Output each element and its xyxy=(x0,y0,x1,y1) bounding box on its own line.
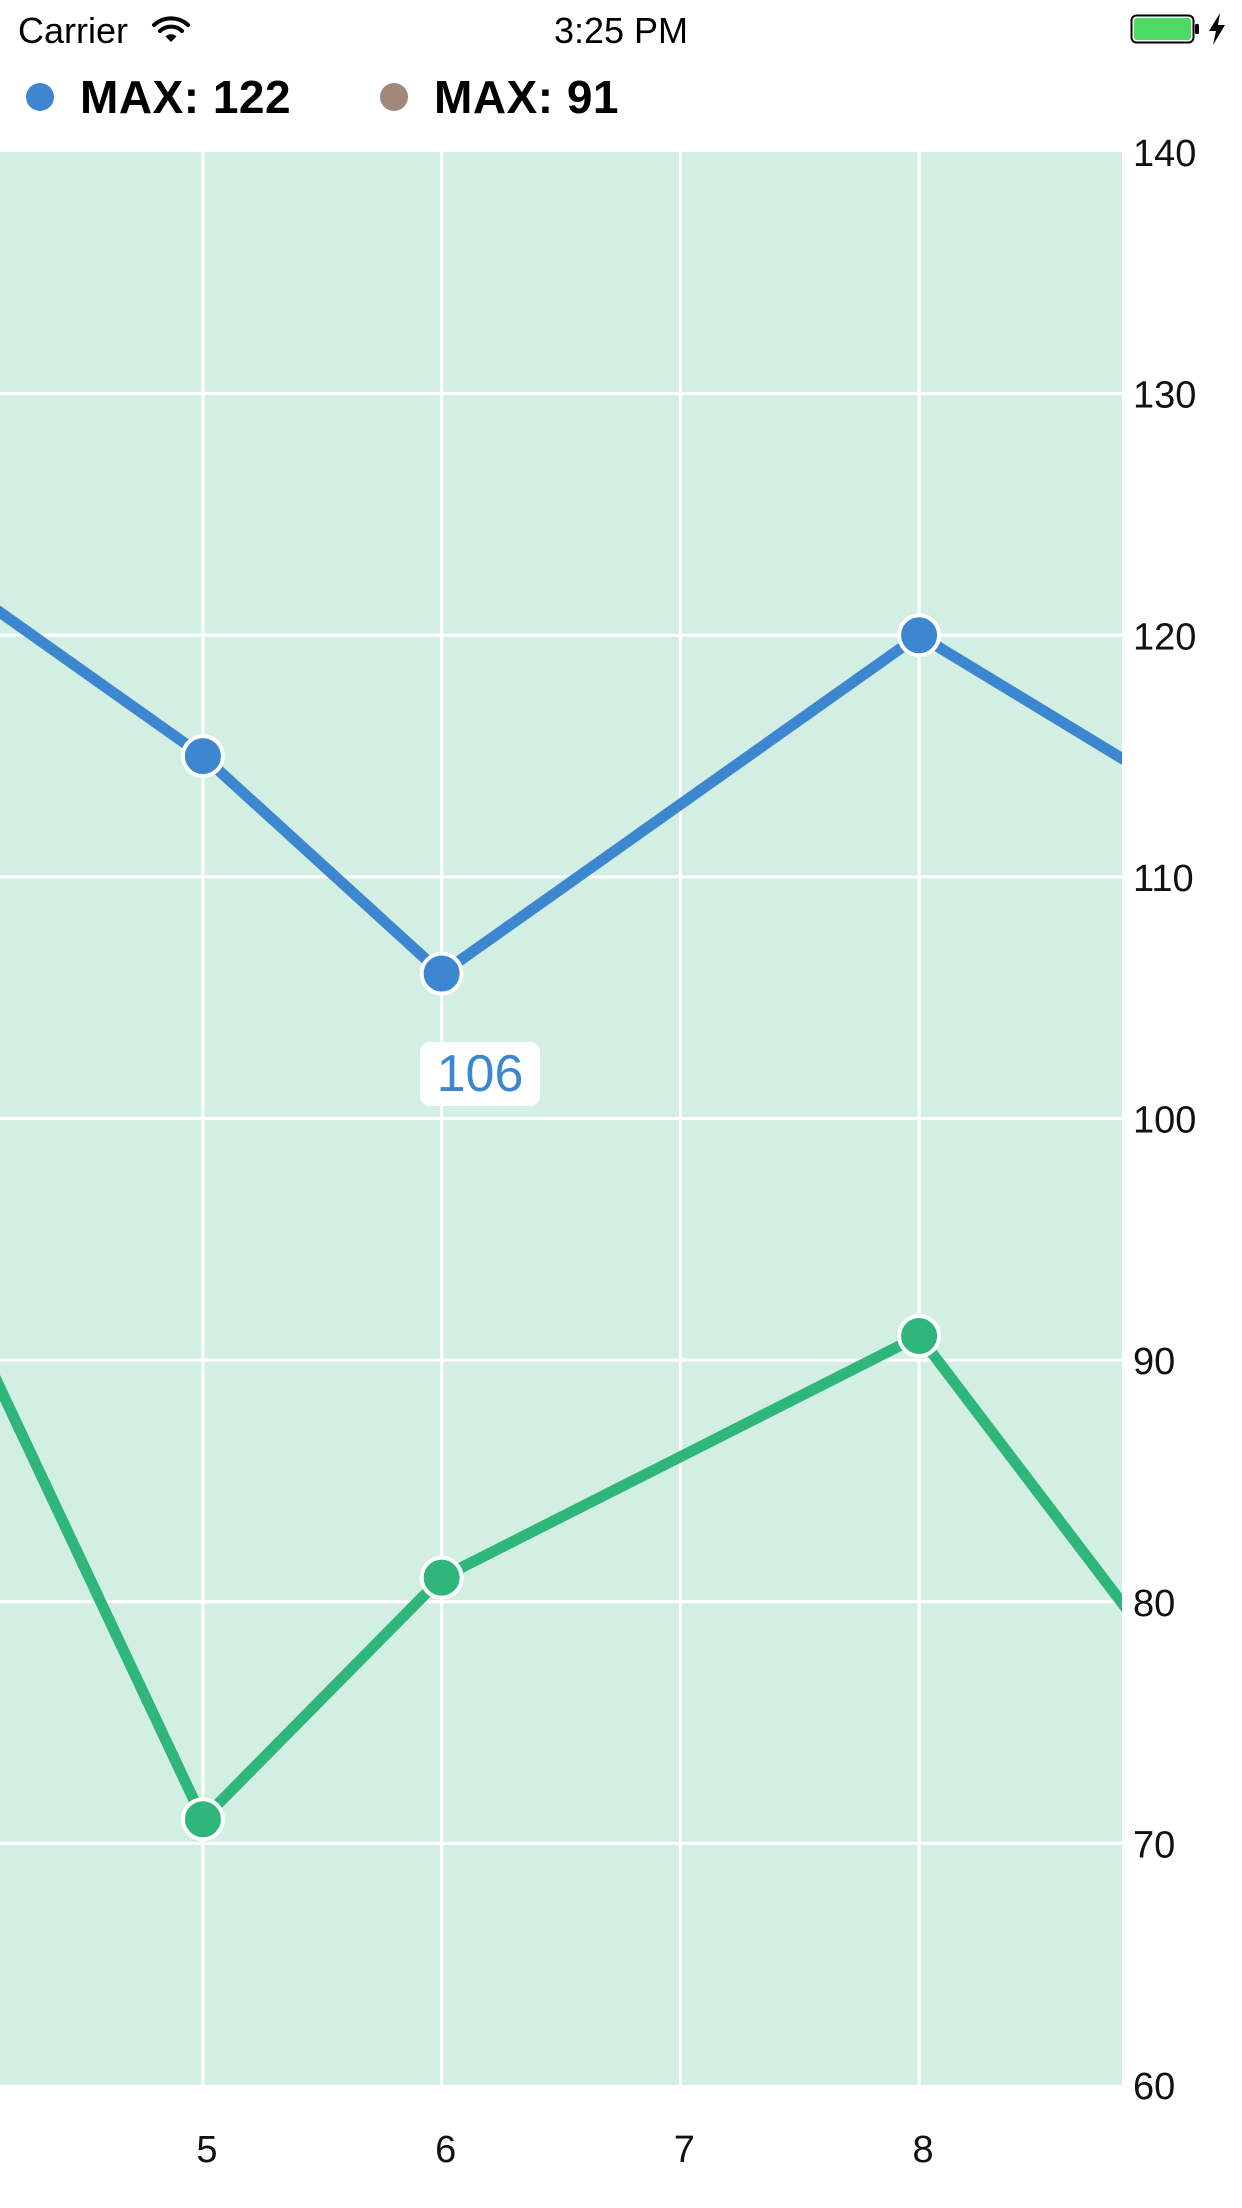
grid xyxy=(0,152,1122,2085)
legend-marker xyxy=(380,83,408,111)
y-tick-label: 140 xyxy=(1133,133,1196,175)
carrier-label: Carrier xyxy=(18,10,129,51)
value-tooltip: 106 xyxy=(420,1042,540,1106)
y-axis: 60 70 80 90 100 110 120 130 140 xyxy=(1133,133,1196,2108)
y-tick-label: 130 xyxy=(1133,375,1196,417)
legend-label: MAX: 91 xyxy=(434,71,619,123)
x-tick-label: 8 xyxy=(913,2129,934,2171)
wifi-icon xyxy=(152,16,190,42)
legend-label: MAX: 122 xyxy=(80,71,292,123)
x-tick-label: 7 xyxy=(674,2129,695,2171)
y-tick-label: 80 xyxy=(1133,1583,1175,1625)
x-axis: 5 6 7 8 xyxy=(196,2129,933,2171)
y-tick-label: 120 xyxy=(1133,616,1196,658)
charging-bolt-icon xyxy=(1209,13,1225,45)
data-point xyxy=(419,1555,464,1600)
y-tick-label: 60 xyxy=(1133,2066,1175,2108)
battery-icon xyxy=(1130,14,1199,44)
data-point xyxy=(897,613,942,658)
x-tick-label: 5 xyxy=(196,2129,217,2171)
legend-item-series-1: MAX: 122 xyxy=(26,62,291,132)
legend-item-series-2: MAX: 91 xyxy=(380,62,619,132)
y-tick-label: 90 xyxy=(1133,1341,1175,1383)
data-point xyxy=(897,1313,942,1358)
data-point xyxy=(180,734,225,779)
x-tick-label: 6 xyxy=(435,2129,456,2171)
data-point xyxy=(419,951,464,996)
series-markers xyxy=(180,613,942,1842)
y-tick-label: 100 xyxy=(1133,1100,1196,1142)
y-tick-label: 70 xyxy=(1133,1824,1175,1866)
clock: 3:25 PM xyxy=(553,10,689,51)
status-bar: Carrier 3:25 PM xyxy=(0,0,1242,60)
data-point xyxy=(180,1797,225,1842)
legend-marker xyxy=(26,83,54,111)
chart-legend: MAX: 122 MAX: 91 xyxy=(0,62,1242,132)
y-tick-label: 110 xyxy=(1133,858,1194,900)
